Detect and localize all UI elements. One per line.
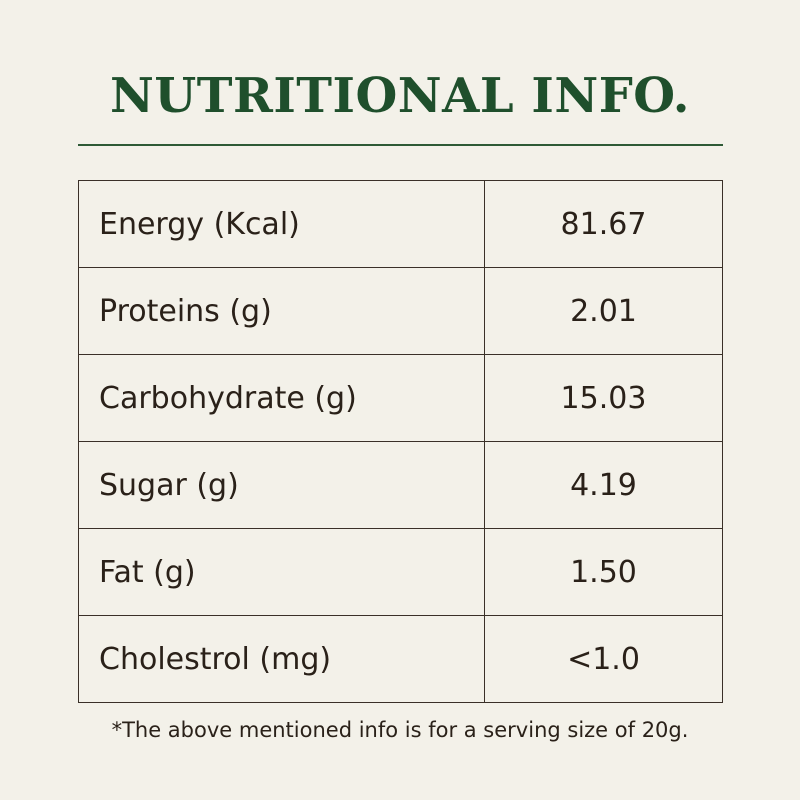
footnote: *The above mentioned info is for a servi… xyxy=(111,718,689,742)
table-row: Cholestrol (mg) <1.0 xyxy=(78,615,723,703)
table-row: Proteins (g) 2.01 xyxy=(78,267,723,355)
nutrient-name: Sugar (g) xyxy=(78,441,485,529)
table-row: Sugar (g) 4.19 xyxy=(78,441,723,529)
nutrient-value: 4.19 xyxy=(484,441,723,529)
nutrient-name: Carbohydrate (g) xyxy=(78,354,485,442)
nutrient-value: 2.01 xyxy=(484,267,723,355)
nutrient-value: <1.0 xyxy=(484,615,723,703)
nutrient-name: Proteins (g) xyxy=(78,267,485,355)
title-underline xyxy=(78,144,723,146)
nutrient-name: Fat (g) xyxy=(78,528,485,616)
nutrition-table: Energy (Kcal) 81.67 Proteins (g) 2.01 Carboh… xyxy=(78,180,723,703)
nutrient-name: Energy (Kcal) xyxy=(78,180,485,268)
nutrient-value: 1.50 xyxy=(484,528,723,616)
title: NUTRITIONAL INFO. xyxy=(110,68,690,124)
table-row: Carbohydrate (g) 15.03 xyxy=(78,354,723,442)
table-row: Fat (g) 1.50 xyxy=(78,528,723,616)
nutrient-value: 81.67 xyxy=(484,180,723,268)
nutrient-name: Cholestrol (mg) xyxy=(78,615,485,703)
table-row: Energy (Kcal) 81.67 xyxy=(78,180,723,268)
nutrient-value: 15.03 xyxy=(484,354,723,442)
